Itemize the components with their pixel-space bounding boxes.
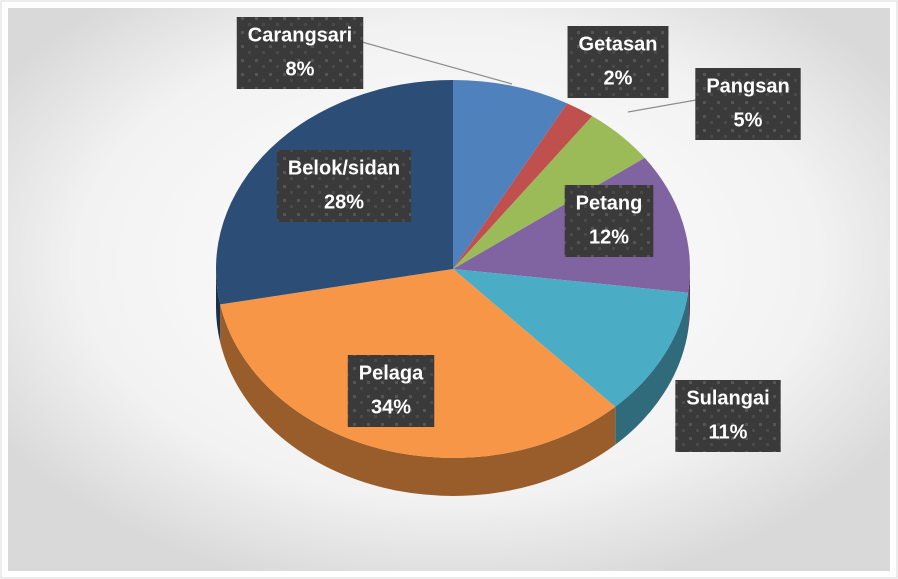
- category-label: Getasan: [579, 33, 658, 55]
- category-label: Pelaga: [359, 362, 424, 384]
- value-label: 8%: [286, 58, 315, 80]
- slice: [453, 103, 593, 269]
- slice: [453, 80, 568, 269]
- value-label: 11%: [709, 421, 748, 443]
- slice-side: [220, 304, 616, 496]
- label-box: [347, 355, 435, 427]
- value-label: 2%: [604, 67, 633, 89]
- slice: [453, 116, 645, 269]
- label-box: [675, 380, 781, 452]
- label-box: [567, 26, 669, 98]
- category-label: Petang: [576, 192, 643, 214]
- value-label: 12%: [589, 226, 629, 248]
- category-label: Carangsari: [248, 24, 353, 46]
- pie: [215, 80, 690, 496]
- category-label: Sulangai: [686, 387, 769, 409]
- value-label: 28%: [324, 191, 364, 213]
- value-label: 5%: [734, 109, 763, 131]
- slice-side: [615, 292, 689, 445]
- label-box: [695, 68, 801, 140]
- value-label: 34%: [371, 396, 411, 418]
- slice-side: [216, 269, 221, 343]
- label-box: [236, 17, 364, 89]
- labels: Carangsari 8% Getasan 2% Pangsan 5% Petang 12% S…: [236, 17, 801, 452]
- category-label: Belok/sidan: [288, 157, 400, 179]
- slice-side: [688, 269, 690, 331]
- label-box: [276, 150, 412, 222]
- leader-line: [361, 41, 513, 85]
- category-label: Pangsan: [706, 75, 789, 97]
- slice: [453, 269, 689, 407]
- label-box: [564, 185, 654, 257]
- leader-line: [627, 99, 697, 113]
